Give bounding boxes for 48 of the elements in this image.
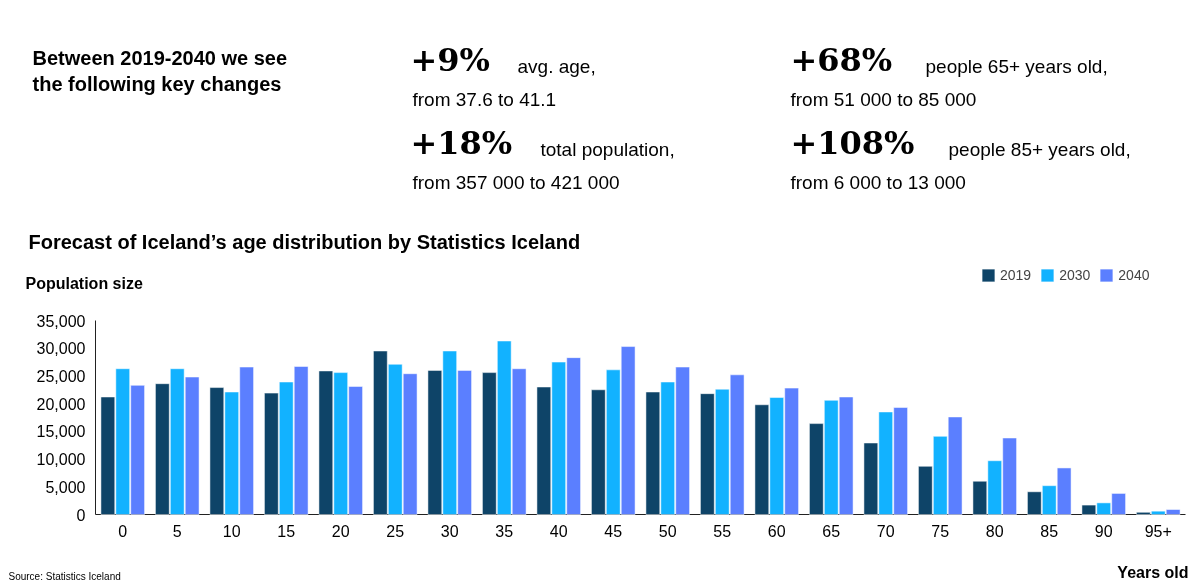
x-tick-label: 65 xyxy=(822,522,841,540)
text: +108% xyxy=(790,123,915,162)
x-tick-label: 0 xyxy=(118,522,128,540)
x-tick-label: 30 xyxy=(440,522,459,540)
text: avg. age, xyxy=(517,55,596,77)
x-tick-label: 60 xyxy=(767,522,786,540)
y-tick-label: 30,000 xyxy=(36,340,86,358)
x-tick-label: 75 xyxy=(931,522,950,540)
text: from 51 000 to 85 000 xyxy=(790,88,977,110)
legend-label: 2030 xyxy=(1059,267,1091,283)
legend-label: 2019 xyxy=(1000,267,1032,283)
x-tick-label: 85 xyxy=(1040,522,1059,540)
x-tick-label: 45 xyxy=(604,522,623,540)
text: +18% xyxy=(410,123,513,162)
legend-label: 2040 xyxy=(1118,267,1150,283)
text: people 65+ years old, xyxy=(925,55,1108,77)
y-tick-label: 0 xyxy=(76,506,86,524)
x-tick-label: 90 xyxy=(1094,522,1113,540)
y-tick-label: 35,000 xyxy=(36,312,86,330)
x-tick-label: 55 xyxy=(713,522,732,540)
y-tick-label: 25,000 xyxy=(36,367,86,385)
y-tick-label: 20,000 xyxy=(36,395,86,413)
y-axis-title: Population size xyxy=(25,274,143,292)
x-tick-label: 95+ xyxy=(1144,522,1172,540)
y-tick-label: 15,000 xyxy=(36,423,86,441)
x-tick-label: 40 xyxy=(549,522,568,540)
x-tick-label: 25 xyxy=(386,522,405,540)
y-tick-label: 10,000 xyxy=(36,451,86,469)
text: from 6 000 to 13 000 xyxy=(790,171,966,193)
text: total population, xyxy=(540,138,675,160)
x-tick-label: 20 xyxy=(331,522,350,540)
chart-title: Forecast of Iceland’s age distribution by Statistics Iceland xyxy=(28,230,581,253)
text: +68% xyxy=(790,40,893,79)
text: people 85+ years old, xyxy=(948,138,1131,160)
x-tick-label: 35 xyxy=(495,522,514,540)
y-tick-label: 5,000 xyxy=(45,478,86,496)
x-tick-label: 5 xyxy=(172,522,182,540)
x-tick-label: 50 xyxy=(658,522,677,540)
text: +9% xyxy=(410,40,490,79)
x-tick-label: 70 xyxy=(876,522,895,540)
x-tick-label: 80 xyxy=(985,522,1004,540)
text: from 37.6 to 41.1 xyxy=(412,88,557,110)
x-axis-title: Years old xyxy=(1117,563,1189,581)
x-tick-label: 15 xyxy=(277,522,296,540)
text: from 357 000 to 421 000 xyxy=(412,171,620,193)
text: Between 2019-2040 we see the following key changes xyxy=(32,46,288,95)
source-note: Source: Statistics Iceland xyxy=(8,570,121,582)
x-tick-label: 10 xyxy=(222,522,241,540)
